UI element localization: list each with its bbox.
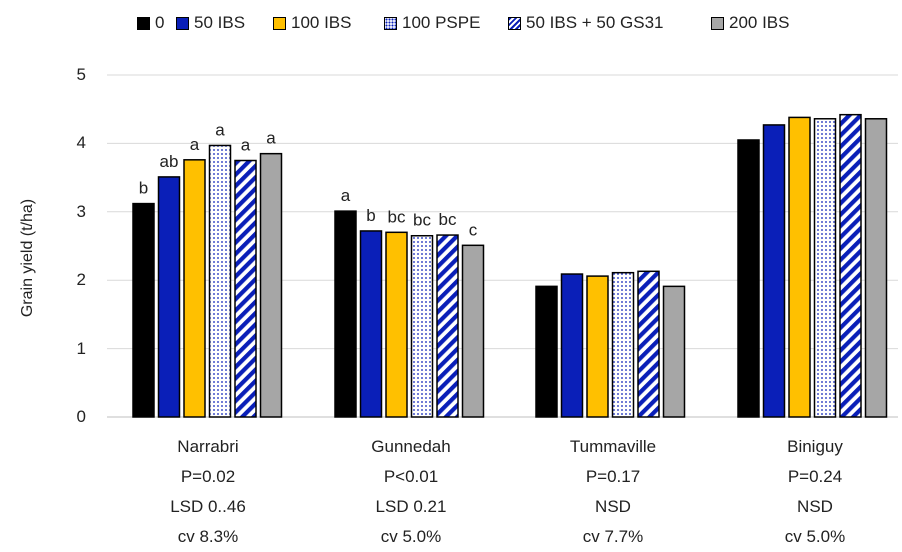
y-tick-label: 5 — [76, 65, 86, 84]
category-lsd: NSD — [797, 497, 833, 516]
category-cv: cv 5.0% — [784, 527, 846, 546]
legend-label-50-ibs-50-gs31: 50 IBS + 50 GS31 — [526, 13, 664, 32]
significance-letter: a — [266, 129, 276, 148]
category-cv: cv 5.0% — [380, 527, 442, 546]
category-block-tummaville: Tummaville P=0.17 NSD cv 7.7% — [513, 432, 713, 552]
legend-swatch-50-ibs — [176, 16, 189, 30]
legend-item-50-ibs-50-gs31: 50 IBS + 50 GS31 — [508, 10, 664, 36]
bar — [586, 275, 609, 418]
significance-letter: bc — [439, 210, 457, 229]
bar — [788, 116, 811, 418]
bar — [762, 124, 786, 418]
category-p-value: P=0.24 — [787, 467, 843, 486]
legend-swatch-0 — [137, 16, 150, 30]
legend-label-100-ibs: 100 IBS — [291, 13, 352, 32]
bar — [839, 113, 862, 418]
legend: 0 50 IBS 100 IBS 100 PSPE 50 IBS + 50 GS… — [0, 10, 902, 36]
category-label: Biniguy — [787, 437, 843, 456]
bar — [611, 271, 635, 418]
category-label: Narrabri — [177, 437, 239, 456]
significance-letter: b — [139, 179, 148, 198]
legend-swatch-200-ibs — [711, 16, 724, 30]
category-label: Tummaville — [569, 437, 657, 456]
legend-label-0: 0 — [155, 13, 165, 32]
significance-letter: a — [241, 136, 251, 155]
category-block-narrabri: Narrabri P=0.02 LSD 0..46 cv 8.3% — [108, 432, 308, 552]
bar — [813, 118, 837, 418]
category-p-value: P<0.01 — [383, 467, 439, 486]
significance-letter: a — [341, 186, 351, 205]
bar — [737, 139, 760, 418]
legend-swatch-100-pspe — [384, 16, 397, 30]
y-tick-label: 3 — [76, 201, 86, 221]
category-cv: cv 7.7% — [582, 527, 644, 546]
bars — [132, 113, 888, 418]
significance-letter: c — [469, 220, 478, 239]
category-block-gunnedah: Gunnedah P<0.01 LSD 0.21 cv 5.0% — [311, 432, 511, 552]
significance-letter: ab — [160, 152, 179, 171]
bar — [208, 144, 232, 418]
category-lsd: LSD 0..46 — [170, 497, 246, 516]
significance-letter: a — [190, 135, 200, 154]
y-tick-label: 4 — [76, 133, 86, 153]
bar — [637, 270, 660, 418]
bar — [183, 159, 206, 418]
category-p-value: P=0.02 — [180, 467, 236, 486]
category-lsd: LSD 0.21 — [375, 497, 447, 516]
y-tick-label: 0 — [76, 407, 86, 426]
category-p-value: P=0.17 — [585, 467, 641, 486]
bar — [234, 159, 257, 418]
significance-letter: bc — [388, 207, 406, 226]
bar — [535, 285, 558, 418]
category-block-biniguy: Biniguy P=0.24 NSD cv 5.0% — [715, 432, 902, 552]
bar — [560, 273, 584, 418]
bar — [461, 244, 485, 418]
y-tick-label: 1 — [76, 338, 86, 358]
bar — [259, 152, 283, 418]
significance-letter: bc — [413, 211, 431, 230]
bar — [359, 230, 383, 418]
legend-swatch-50-ibs-50-gs31 — [508, 16, 521, 30]
legend-label-200-ibs: 200 IBS — [729, 13, 790, 32]
bar — [864, 118, 888, 418]
legend-label-100-pspe: 100 PSPE — [402, 13, 481, 32]
bar — [436, 234, 459, 418]
legend-label-50-ibs: 50 IBS — [194, 13, 246, 32]
bar — [662, 285, 686, 418]
category-label: Gunnedah — [371, 437, 451, 456]
legend-item-100-ibs: 100 IBS — [273, 10, 352, 36]
bar — [157, 176, 181, 418]
category-lsd: NSD — [595, 497, 631, 516]
bar — [410, 234, 434, 418]
significance-letter: a — [215, 120, 225, 139]
bar — [132, 202, 155, 418]
bar — [334, 210, 357, 418]
category-cv: cv 8.3% — [177, 527, 239, 546]
legend-item-0: 0 — [137, 10, 164, 36]
legend-item-100-pspe: 100 PSPE — [384, 10, 480, 36]
y-tick-label: 2 — [76, 270, 86, 290]
legend-item-200-ibs: 200 IBS — [711, 10, 790, 36]
significance-letter: b — [366, 206, 375, 225]
bar — [385, 231, 408, 418]
legend-swatch-100-ibs — [273, 16, 286, 30]
legend-item-50-ibs: 50 IBS — [176, 10, 245, 36]
